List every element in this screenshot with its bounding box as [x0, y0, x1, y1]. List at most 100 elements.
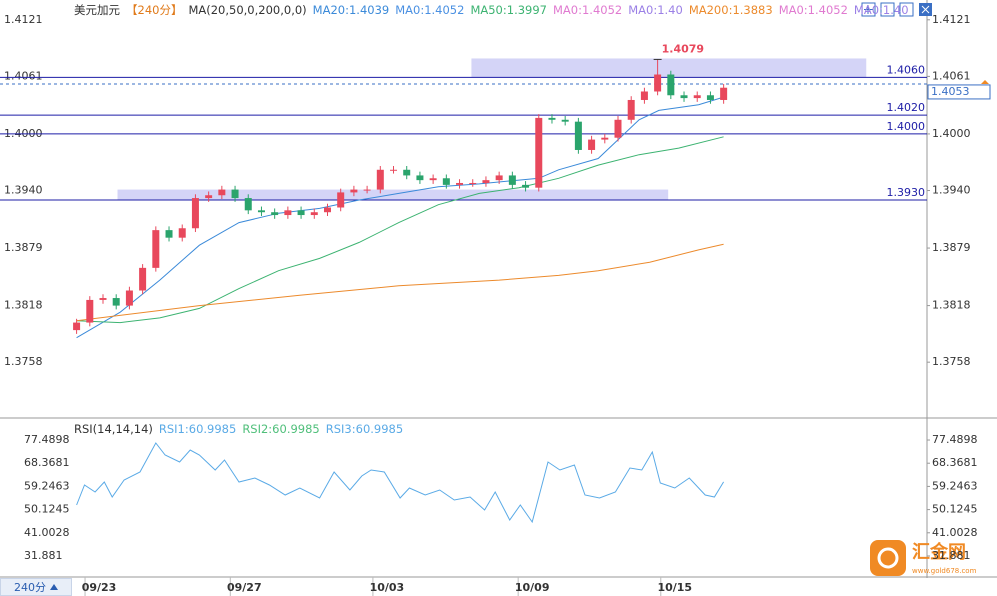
y-tick-label: 50.1245	[24, 503, 70, 516]
x-tick-label: 10/09	[515, 581, 550, 594]
candle-body	[574, 121, 582, 150]
candle-body	[588, 139, 596, 150]
candle-body	[601, 137, 609, 140]
y-tick-label: 1.3818	[932, 299, 971, 312]
level-label: 1.4060	[887, 63, 926, 76]
y-tick-label: 1.3758	[932, 355, 971, 368]
candle-body	[469, 182, 477, 184]
candle-body	[640, 91, 648, 100]
ma-line	[76, 243, 724, 322]
legend-entry: MA0:1.40	[853, 3, 909, 17]
period-label: 240分	[14, 581, 46, 594]
watermark-logo	[877, 547, 899, 569]
legend-entry: RSI2:60.9985	[242, 422, 320, 436]
y-tick-label: 1.4121	[4, 13, 43, 26]
candle-body	[99, 298, 107, 300]
candle-body	[218, 189, 226, 196]
y-tick-label: 1.3940	[4, 184, 43, 197]
legend-entry: MA0:1.4052	[553, 3, 623, 17]
zone	[471, 58, 867, 78]
main-header: 美元加元 【240分】 MA(20,50,0,200,0,0) MA20:1.4039…	[74, 2, 909, 18]
peak-label: 1.4079	[662, 42, 704, 55]
candle-body	[495, 175, 503, 181]
candle-body	[535, 117, 543, 188]
candle-body	[614, 119, 622, 138]
y-tick-label: 77.4898	[932, 433, 978, 446]
candle-body	[456, 182, 464, 185]
candle-body	[337, 192, 345, 208]
legend-entry: MA0:1.40	[628, 3, 683, 17]
watermark-logo	[870, 540, 906, 576]
y-tick-label: 1.4121	[932, 13, 971, 26]
price-arrow	[981, 79, 989, 84]
price-tag-label: 1.4053	[931, 85, 970, 98]
candle-body	[125, 290, 133, 306]
candle-body	[191, 198, 199, 229]
candle-body	[73, 322, 81, 331]
candle-body	[416, 175, 424, 181]
rsi-header: RSI(14,14,14) RSI1:60.9985 RSI2:60.9985 RSI…	[74, 421, 403, 437]
candle-body	[548, 117, 556, 120]
legend-entry: RSI3:60.9985	[325, 422, 404, 436]
candle-body	[390, 169, 398, 171]
price-tag	[927, 84, 991, 100]
y-tick-label: 1.4061	[4, 69, 43, 82]
candle-body	[429, 178, 437, 181]
y-tick-label: 77.4898	[24, 433, 70, 446]
level-label: 1.3930	[887, 186, 926, 199]
candle-body	[667, 74, 675, 96]
candle-body	[508, 175, 516, 185]
rsi-line	[76, 442, 725, 524]
candle-body	[271, 212, 279, 216]
candle-body	[178, 228, 186, 238]
ma-line	[76, 136, 724, 324]
watermark-url: www.gold678.com	[912, 567, 977, 575]
candle-body	[482, 180, 490, 183]
legend-entry: MA0:1.4052	[778, 3, 848, 17]
tool-icon[interactable]	[880, 2, 895, 17]
candle-body	[680, 95, 688, 99]
y-tick-label: 59.2463	[932, 479, 978, 492]
candle-body	[231, 189, 239, 199]
period-button[interactable]: 240分	[0, 578, 72, 596]
candle-body	[165, 230, 173, 238]
tool-icon[interactable]	[861, 2, 876, 17]
candle-body	[112, 298, 120, 306]
candle-body	[403, 169, 411, 176]
candle-body	[205, 195, 213, 199]
candle-body	[139, 267, 147, 291]
candle-body	[442, 178, 450, 185]
candle-body	[323, 207, 331, 213]
y-tick-label: 68.3681	[932, 456, 978, 469]
level-label: 1.4020	[887, 101, 926, 114]
candle-body	[152, 230, 160, 268]
y-tick-label: 1.3818	[4, 299, 43, 312]
period: 【240分】	[126, 3, 183, 17]
toolbar	[861, 2, 932, 17]
watermark: 汇金网 www.gold678.com	[870, 540, 977, 576]
candle-body	[693, 95, 701, 99]
candle-body	[561, 119, 569, 122]
candle-body	[297, 210, 305, 216]
y-tick-label: 1.3879	[932, 241, 971, 254]
symbol: 美元加元	[74, 3, 120, 17]
watermark-name: 汇金网	[912, 541, 966, 563]
y-tick-label: 41.0028	[932, 526, 978, 539]
y-tick-label: 59.2463	[24, 479, 70, 492]
candle-body	[350, 189, 358, 193]
x-tick-label: 09/23	[82, 581, 117, 594]
icon-stroke	[921, 5, 930, 14]
candle-body	[706, 95, 714, 100]
candle-body	[363, 189, 371, 191]
y-tick-label: 31.881	[24, 549, 63, 562]
legend-entry: MA0:1.4052	[395, 3, 465, 17]
candle-body	[376, 169, 384, 190]
candle-body	[284, 210, 292, 216]
y-tick-label: 1.3940	[932, 184, 971, 197]
tool-icon[interactable]	[899, 2, 914, 17]
y-tick-label: 41.0028	[24, 526, 70, 539]
y-tick-label: 1.3758	[4, 355, 43, 368]
indicator: RSI(14,14,14)	[74, 422, 153, 436]
y-tick-label: 1.3879	[4, 241, 43, 254]
